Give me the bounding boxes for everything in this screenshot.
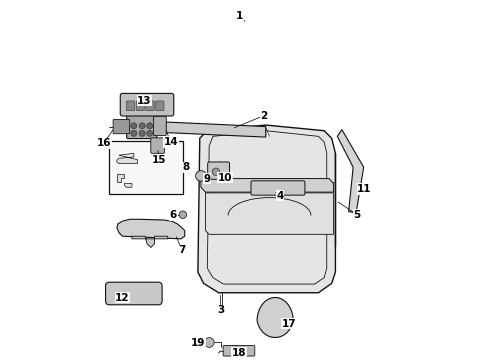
- FancyBboxPatch shape: [223, 346, 255, 356]
- FancyBboxPatch shape: [151, 138, 164, 153]
- Circle shape: [204, 338, 214, 347]
- Circle shape: [147, 123, 153, 129]
- Polygon shape: [201, 179, 334, 192]
- Text: 7: 7: [178, 245, 186, 255]
- Text: 12: 12: [115, 293, 130, 303]
- Text: 15: 15: [152, 155, 167, 165]
- Circle shape: [139, 123, 145, 129]
- Text: 16: 16: [97, 138, 111, 148]
- Text: 2: 2: [260, 111, 268, 121]
- Polygon shape: [117, 153, 138, 163]
- Text: 5: 5: [353, 210, 361, 220]
- Text: 1: 1: [236, 11, 243, 21]
- Polygon shape: [198, 125, 336, 293]
- Text: 13: 13: [137, 95, 151, 105]
- Text: 17: 17: [282, 319, 296, 329]
- FancyBboxPatch shape: [127, 112, 157, 139]
- FancyBboxPatch shape: [126, 101, 135, 111]
- Bar: [109, 141, 183, 194]
- Circle shape: [212, 168, 220, 176]
- Circle shape: [147, 130, 153, 136]
- Text: 6: 6: [170, 211, 177, 220]
- Text: 9: 9: [203, 174, 211, 184]
- FancyBboxPatch shape: [105, 282, 162, 305]
- FancyBboxPatch shape: [208, 162, 229, 179]
- Polygon shape: [124, 184, 132, 187]
- Text: 10: 10: [218, 173, 232, 183]
- FancyBboxPatch shape: [156, 101, 164, 111]
- FancyBboxPatch shape: [153, 116, 166, 136]
- Circle shape: [139, 130, 145, 136]
- Circle shape: [179, 211, 187, 219]
- FancyBboxPatch shape: [113, 120, 130, 134]
- Text: 11: 11: [357, 184, 372, 194]
- FancyBboxPatch shape: [136, 101, 145, 111]
- Polygon shape: [132, 236, 168, 248]
- Text: 8: 8: [182, 162, 190, 172]
- FancyBboxPatch shape: [120, 93, 174, 116]
- FancyBboxPatch shape: [146, 101, 154, 111]
- Polygon shape: [117, 219, 185, 239]
- Circle shape: [131, 130, 137, 136]
- Text: 18: 18: [232, 348, 246, 358]
- Polygon shape: [257, 297, 293, 337]
- FancyBboxPatch shape: [251, 181, 305, 195]
- Circle shape: [131, 123, 137, 129]
- Polygon shape: [337, 130, 364, 212]
- Polygon shape: [166, 122, 266, 137]
- Text: 3: 3: [217, 305, 224, 315]
- Text: 4: 4: [276, 190, 284, 201]
- Polygon shape: [117, 174, 124, 181]
- Circle shape: [196, 171, 206, 181]
- Polygon shape: [205, 193, 334, 234]
- Text: 14: 14: [164, 137, 178, 147]
- Text: 19: 19: [191, 338, 205, 348]
